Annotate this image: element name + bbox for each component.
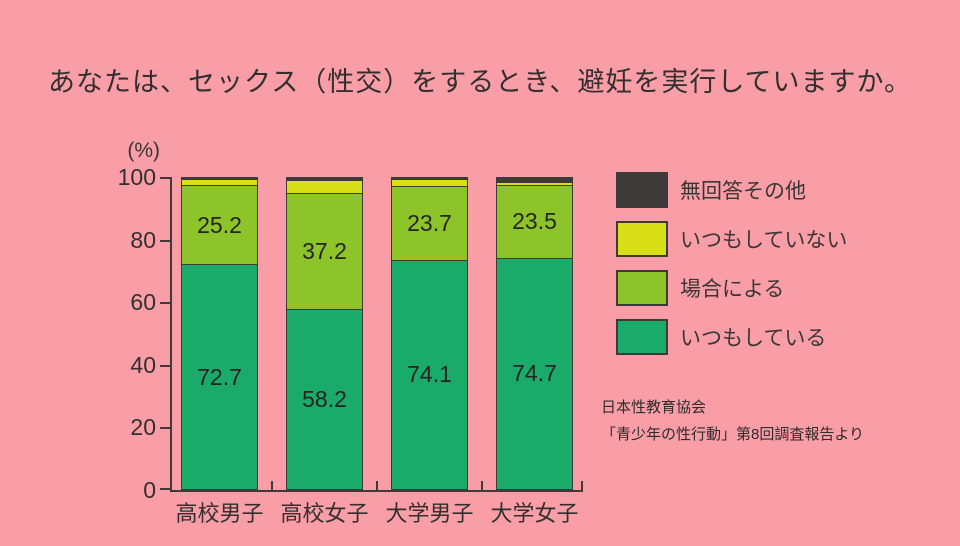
segment-value-label: 23.7 — [407, 209, 452, 236]
legend-label: いつもしていない — [680, 229, 848, 252]
legend: 無回答その他いつもしていない 場合によるいつもしている — [616, 172, 847, 368]
y-axis-tick — [160, 365, 170, 367]
segment-value-label: 37.2 — [302, 237, 347, 264]
y-axis-tick-label: 60 — [130, 289, 156, 315]
y-axis-tick-label: 20 — [130, 414, 156, 440]
x-axis-category-label: 高校男子 — [175, 501, 264, 526]
bar-segment-無回答その他 — [182, 178, 257, 181]
legend-swatch — [616, 270, 668, 306]
legend-item: 無回答その他 — [616, 172, 847, 208]
bar-segment-場合による: 23.5 — [497, 185, 572, 259]
legend-swatch — [616, 221, 668, 257]
source-note: 日本性教育協会 「青少年の性行動」第8回調査報告より — [601, 394, 864, 448]
segment-value-label: 74.7 — [512, 360, 557, 387]
legend-swatch — [616, 172, 668, 208]
plot-area: 0 20 40 60 80 100 72.7 25.2 高校男子 58.2 37.2 高校女子 74.1… — [118, 164, 583, 526]
legend-label: 場合による — [680, 278, 785, 301]
bar-segment-無回答その他 — [497, 178, 572, 183]
y-axis-tick — [160, 240, 170, 242]
y-axis-tick — [160, 302, 170, 304]
legend-label: いつもしている — [680, 327, 827, 350]
segment-value-label: 25.2 — [197, 211, 242, 238]
bar-segment-いつもしていない — [287, 180, 362, 195]
bar-segment-場合による: 25.2 — [182, 186, 257, 266]
chart-title: あなたは、セックス（性交）をするとき、避妊を実行していますか。 — [48, 67, 912, 97]
legend-item: いつもしている — [616, 319, 847, 355]
bar-segment-いつもしていない — [182, 180, 257, 187]
segment-value-label: 58.2 — [302, 385, 347, 412]
bar-segment-いつもしている: 58.2 — [287, 309, 362, 489]
x-axis-tick — [581, 481, 583, 490]
segment-value-label: 23.5 — [512, 208, 557, 235]
bar-segment-いつもしている: 72.7 — [182, 265, 257, 489]
x-axis-tick — [376, 481, 378, 490]
bar-segment-いつもしている: 74.7 — [497, 258, 572, 489]
x-axis-category-label: 大学男子 — [385, 501, 474, 526]
legend-label: 無回答その他 — [680, 180, 806, 203]
legend-swatch — [616, 319, 668, 355]
bar-segment-場合による: 23.7 — [392, 186, 467, 261]
y-axis-tick-label: 0 — [143, 477, 156, 503]
segment-value-label: 74.1 — [407, 361, 452, 388]
y-axis-tick-label: 100 — [117, 164, 156, 190]
stacked-bar-4: 74.7 23.5 — [496, 177, 573, 490]
x-axis-tick — [481, 481, 483, 490]
stacked-bar-1: 72.7 25.2 — [181, 177, 258, 490]
legend-item: いつもしていない — [616, 221, 847, 257]
bar-segment-無回答その他 — [287, 178, 362, 181]
x-axis-category-label: 大学女子 — [490, 501, 579, 526]
bar-segment-いつもしていない — [392, 180, 467, 187]
y-axis-tick-label: 80 — [130, 227, 156, 253]
stacked-bar-2: 58.2 37.2 — [286, 177, 363, 490]
x-axis-category-label: 高校女子 — [280, 501, 369, 526]
bar-segment-いつもしていない — [497, 182, 572, 186]
legend-item: 場合による — [616, 270, 847, 306]
stacked-bar-3: 74.1 23.7 — [391, 177, 468, 490]
y-axis-tick — [160, 427, 170, 429]
y-axis-tick-label: 40 — [130, 352, 156, 378]
bar-segment-無回答その他 — [392, 177, 467, 181]
segment-value-label: 72.7 — [197, 363, 242, 390]
bar-segment-いつもしている: 74.1 — [392, 260, 467, 489]
y-axis-tick — [160, 488, 170, 490]
x-axis-tick — [271, 481, 273, 490]
source-line-2: 「青少年の性行動」第8回調査報告より — [601, 426, 865, 443]
source-line-1: 日本性教育協会 — [601, 399, 707, 416]
y-axis-tick — [160, 177, 170, 179]
y-axis-unit-label: (%) — [127, 139, 160, 162]
bar-segment-場合による: 37.2 — [287, 194, 362, 310]
